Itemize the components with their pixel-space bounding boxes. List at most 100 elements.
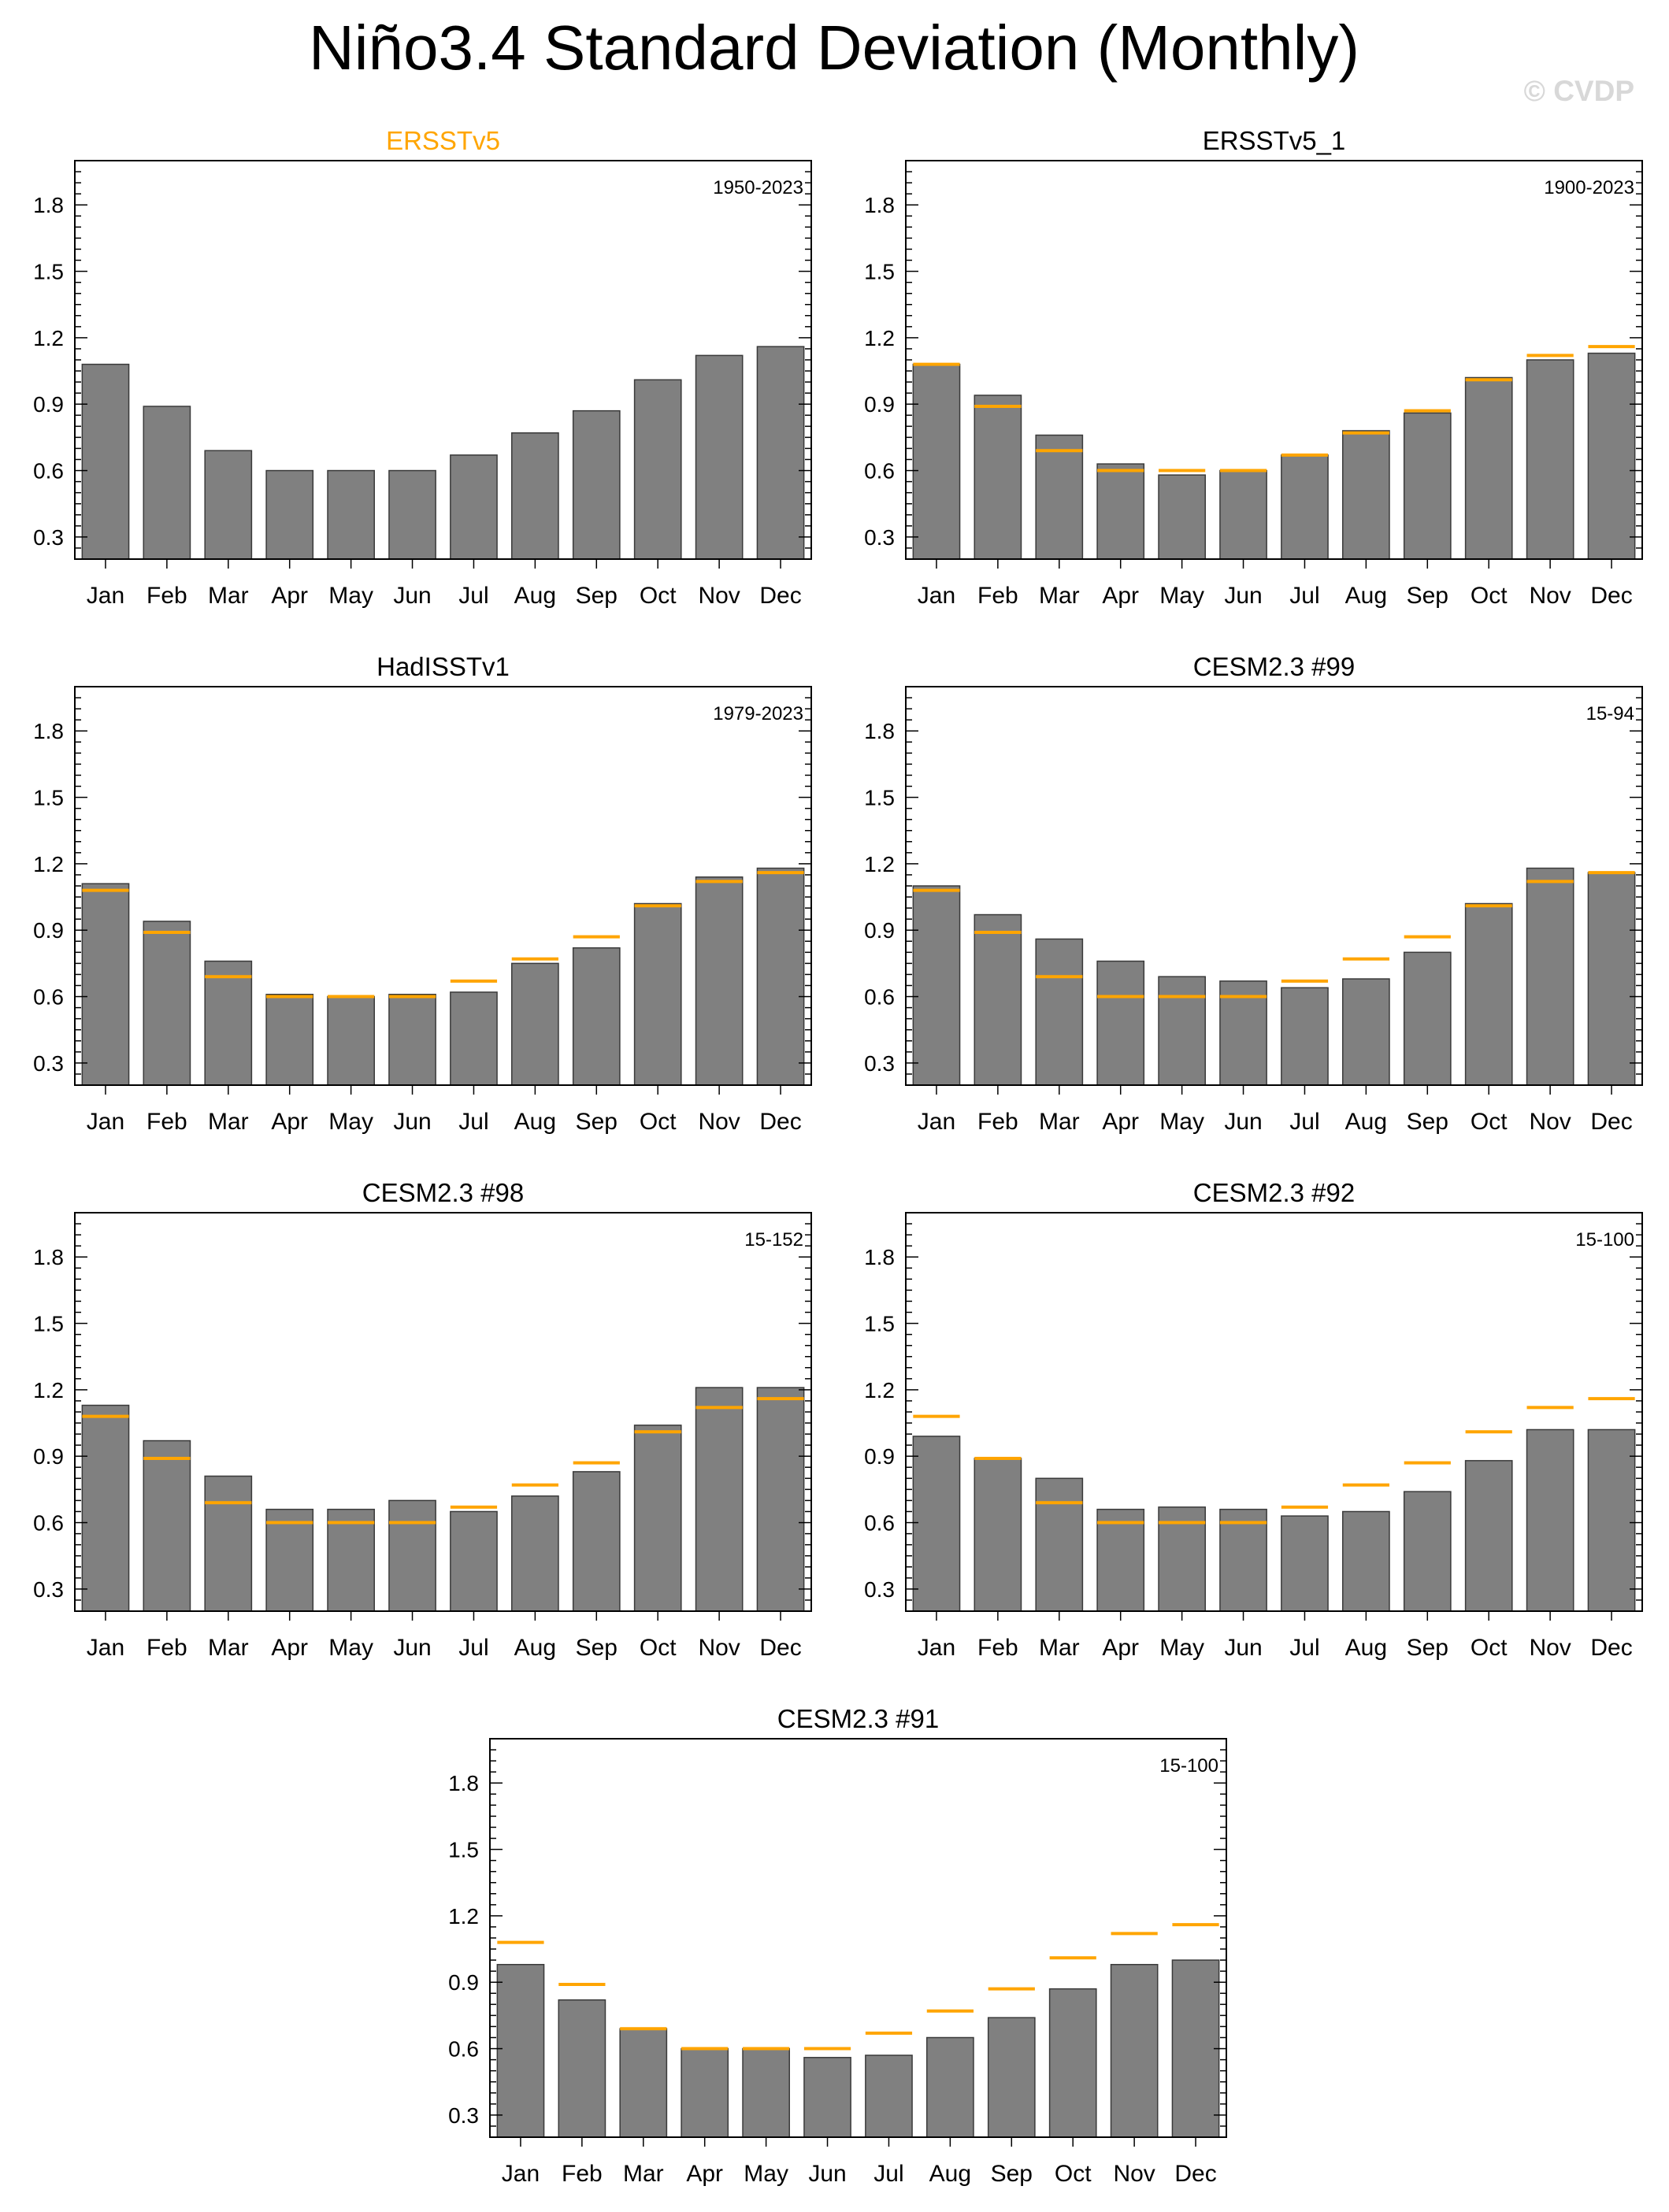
period-label: 1950-2023 (713, 177, 803, 198)
bar (496, 1963, 545, 2138)
x-tick-label: Dec (1590, 583, 1632, 609)
x-tick-label: Apr (1102, 1635, 1139, 1661)
panel-title: HadISSTv1 (376, 652, 510, 681)
bar (572, 409, 621, 560)
y-tick-label: 0.3 (33, 1051, 64, 1076)
x-tick-label: May (1159, 1635, 1204, 1661)
bar (388, 993, 436, 1086)
bar (1464, 902, 1513, 1086)
bar (572, 947, 621, 1086)
y-tick-label: 0.6 (33, 1511, 64, 1536)
x-tick-label: Mar (208, 1109, 249, 1135)
x-tick-label: Oct (640, 1635, 677, 1661)
x-tick-label: Apr (271, 583, 308, 609)
bar (1096, 463, 1145, 560)
x-tick-label: Jul (458, 583, 488, 609)
x-tick-label: Sep (1407, 583, 1448, 609)
x-tick-label: Mar (208, 583, 249, 609)
panel-title: CESM2.3 #98 (362, 1178, 524, 1207)
x-tick-label: Mar (208, 1635, 249, 1661)
x-tick-label: Nov (1529, 1635, 1571, 1661)
y-tick-label: 0.9 (448, 1970, 479, 1995)
x-tick-label: Aug (1345, 1109, 1387, 1135)
bar (803, 2057, 851, 2138)
x-tick-label: Oct (1471, 1109, 1508, 1135)
bar (265, 993, 314, 1086)
x-tick-label: Aug (514, 1635, 556, 1661)
panel-title: CESM2.3 #91 (777, 1704, 939, 1733)
x-tick-label: Sep (576, 583, 618, 609)
bar (1526, 867, 1574, 1086)
bar (1281, 1515, 1329, 1612)
x-tick-label: Dec (759, 583, 801, 609)
bar (265, 469, 314, 560)
x-tick-label: May (328, 1635, 373, 1661)
y-tick-label: 0.3 (448, 2103, 479, 2128)
y-tick-label: 1.2 (33, 1378, 64, 1402)
bar (1048, 1988, 1097, 2138)
x-tick-label: Jan (87, 583, 124, 609)
y-tick-label: 0.3 (864, 525, 895, 550)
bar (81, 1404, 130, 1612)
bar (1219, 1508, 1267, 1612)
bar (912, 363, 961, 560)
bar (619, 2028, 668, 2138)
bar (1464, 1460, 1513, 1612)
x-tick-label: May (328, 1109, 373, 1135)
bar (450, 991, 498, 1086)
x-tick-label: Sep (1407, 1109, 1448, 1135)
y-tick-label: 1.8 (864, 193, 895, 217)
bar (81, 883, 130, 1086)
y-tick-label: 0.6 (33, 459, 64, 484)
bar (1281, 987, 1329, 1086)
y-tick-label: 1.5 (864, 786, 895, 810)
y-tick-label: 0.3 (864, 1051, 895, 1076)
bar (388, 1499, 436, 1612)
bar (1342, 978, 1390, 1086)
y-tick-label: 1.8 (448, 1771, 479, 1795)
panels: ERSSTv5 0.3 0.6 0.9 1.2 1.5 1.8 Jan Feb Mar Apr May… (33, 126, 1643, 2187)
bar (1158, 1506, 1206, 1612)
bar (143, 1439, 191, 1612)
x-tick-label: May (1159, 583, 1204, 609)
x-tick-label: Jan (918, 583, 955, 609)
period-label: 1979-2023 (713, 703, 803, 724)
x-tick-label: Aug (1345, 1635, 1387, 1661)
bar (1587, 352, 1636, 560)
y-tick-label: 1.8 (33, 1245, 64, 1269)
y-tick-label: 0.6 (864, 985, 895, 1010)
bar (143, 406, 191, 560)
x-tick-label: May (328, 583, 373, 609)
y-tick-label: 0.6 (864, 459, 895, 484)
bar (1403, 1491, 1452, 1612)
panel: ERSSTv5_1 0.3 0.6 0.9 1.2 1.5 1.8 Jan Feb Mar Apr M… (864, 126, 1643, 609)
bar (511, 962, 559, 1086)
bar (81, 363, 130, 560)
period-label: 15-152 (744, 1229, 803, 1251)
panel: ERSSTv5 0.3 0.6 0.9 1.2 1.5 1.8 Jan Feb Mar Apr May… (33, 126, 812, 609)
x-tick-label: Jul (458, 1109, 488, 1135)
y-tick-label: 0.6 (33, 985, 64, 1010)
x-tick-label: Jul (1289, 583, 1319, 609)
x-tick-label: May (744, 2161, 788, 2187)
x-tick-label: Apr (686, 2161, 723, 2187)
bar (1035, 938, 1084, 1086)
y-tick-label: 1.5 (864, 1312, 895, 1336)
x-tick-label: Feb (562, 2161, 603, 2187)
bar (633, 379, 682, 560)
x-tick-label: Aug (929, 2161, 971, 2187)
x-tick-label: May (1159, 1109, 1204, 1135)
y-tick-label: 1.2 (33, 852, 64, 876)
x-tick-label: Oct (1471, 583, 1508, 609)
panel: CESM2.3 #98 0.3 0.6 0.9 1.2 1.5 1.8 Jan Feb Mar Ap… (33, 1178, 812, 1661)
x-tick-label: Mar (1039, 1109, 1080, 1135)
x-tick-label: Apr (271, 1109, 308, 1135)
x-tick-label: Jul (1289, 1109, 1319, 1135)
x-tick-label: Oct (1055, 2161, 1092, 2187)
bar (572, 1471, 621, 1612)
bar (1219, 980, 1267, 1086)
y-tick-label: 1.8 (33, 193, 64, 217)
bar (511, 1495, 559, 1612)
y-tick-label: 1.2 (864, 1378, 895, 1402)
